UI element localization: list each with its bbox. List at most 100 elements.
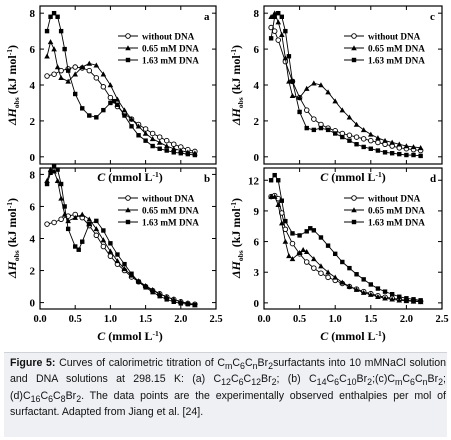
data-point [286,253,292,259]
data-point [108,241,113,246]
data-point [72,64,78,70]
data-point [58,28,64,34]
data-point [368,137,374,144]
data-point [149,130,156,137]
data-point [351,219,357,225]
data-point [107,82,114,88]
data-point [296,250,303,256]
data-point [396,141,403,147]
y-tick-label: 6 [30,44,36,56]
data-point [289,92,296,99]
x-axis-title: C (mmol L-1) [97,170,163,184]
caption-sub: 2 [268,361,274,372]
data-point [79,64,86,70]
data-point [351,207,357,213]
data-point [332,98,338,104]
y-axis-title: ΔHobs (kJ mol-1) [5,45,21,126]
legend-entry: without DNA [368,32,421,42]
data-point [171,141,177,147]
caption-text: C [402,373,411,386]
data-point [73,91,78,97]
y-tick-label: 6 [30,201,36,213]
data-point [80,106,85,111]
data-point [150,143,155,149]
data-point [353,286,360,292]
data-point [404,296,409,301]
data-point [129,271,134,276]
data-point [351,33,357,39]
caption-text: Br [356,373,368,386]
caption-text: C [243,373,252,386]
y-tick-label: 6 [254,44,260,56]
data-point [382,150,388,155]
plot-frame [263,5,443,165]
data-point [72,71,78,77]
data-point [351,45,357,51]
data-point [311,116,317,122]
caption-text: C [326,373,335,386]
data-point [283,218,288,224]
data-point [58,181,64,187]
data-point [62,46,67,52]
legend-entry: without DNA [142,194,195,204]
caption-sub: 2 [367,377,373,388]
data-point [325,89,331,95]
data-point [178,301,183,306]
data-point [114,258,121,264]
chart-panel-c: 0 2 4 6 8 c without DNA 0.65 mM DNA 1.63 mM DNA [254,5,443,165]
plot-frame [39,167,217,310]
data-point [65,78,71,84]
data-point [279,31,285,37]
data-point [411,152,416,158]
data-point [51,46,57,52]
data-point [80,239,85,244]
data-point [48,14,53,19]
data-point [136,133,141,138]
legend-entry: 0.65 mM DNA [142,206,199,216]
data-point [279,198,284,203]
data-point [58,195,64,201]
data-point [353,121,360,127]
data-point [51,10,57,16]
caption-sub: 10 [346,377,357,388]
data-point [149,136,156,142]
data-point [108,100,113,106]
caption-text: surfactants into 10 mMNaCl solution and … [10,357,446,386]
caption-text: C [230,373,239,386]
data-point [311,228,317,233]
caption-sub: n [252,361,258,372]
data-point [100,71,107,77]
data-point [318,270,324,276]
caption-text: C [244,357,253,369]
caption-sub: 12 [221,377,231,388]
panel-letter: c [430,11,435,23]
data-point [62,204,67,209]
caption-text: . The data points are the experimentally… [10,389,446,418]
data-point [360,289,367,295]
data-point [318,82,324,88]
data-point [87,113,92,118]
data-point [354,272,359,277]
chart-panel-d: 0 3 6 9 12 0.0 0.5 1.0 1.5 2.0 2.5 d without DNA 0.65… [248,167,449,325]
data-point [340,259,345,265]
x-tick-label: 0.5 [69,314,82,325]
x-tick-label: 0.0 [257,314,270,325]
data-point [125,45,131,51]
caption-sub: 6 [334,377,340,388]
y-tick-label: 12 [248,175,260,187]
data-point [65,226,71,232]
data-point [339,279,346,285]
data-point [303,107,310,113]
data-point [382,137,388,143]
data-point [100,237,107,243]
caption-sub: 12 [251,377,262,388]
data-point [268,36,274,41]
caption-text: C [53,389,61,402]
data-point [290,231,295,236]
data-point [143,138,148,143]
data-point [150,289,155,295]
data-point [171,150,176,155]
data-point [375,135,381,141]
data-point [48,170,53,176]
x-tick-label: 0.5 [293,314,306,325]
